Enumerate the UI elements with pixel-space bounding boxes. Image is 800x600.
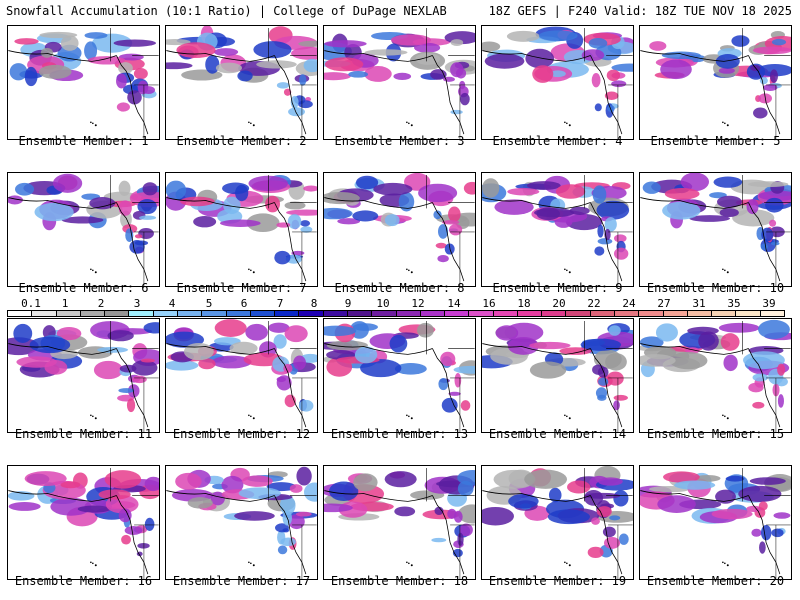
ensemble-member-label: Ensemble Member: 4 bbox=[492, 134, 623, 148]
colorbar-tick: 31 bbox=[692, 297, 706, 310]
colorbar-swatch bbox=[590, 311, 616, 316]
colorbar-tick: 0.1 bbox=[21, 297, 41, 310]
colorbar-tick: 39 bbox=[762, 297, 776, 310]
ensemble-member-label: Ensemble Member: 16 bbox=[14, 574, 153, 588]
ensemble-member-map bbox=[165, 465, 318, 580]
colorbar-tick: 20 bbox=[552, 297, 566, 310]
ensemble-member-map bbox=[7, 172, 160, 287]
colorbar-swatch bbox=[129, 311, 154, 316]
ensemble-member-label: Ensemble Member: 14 bbox=[488, 427, 627, 441]
colorbar-tick: 10 bbox=[376, 297, 390, 310]
ensemble-member-label: Ensemble Member: 2 bbox=[176, 134, 307, 148]
colorbar-swatch bbox=[566, 311, 591, 316]
ensemble-member-map bbox=[7, 465, 160, 580]
colorbar-swatch bbox=[517, 311, 543, 316]
colorbar-swatch bbox=[80, 311, 106, 316]
ensemble-member-label: Ensemble Member: 7 bbox=[176, 281, 307, 295]
valid-time-title: 18Z GEFS | F240 Valid: 18Z TUE NOV 18 20… bbox=[488, 4, 792, 18]
colorbar-swatch bbox=[663, 311, 688, 316]
ensemble-member-map bbox=[639, 465, 792, 580]
ensemble-member-label: Ensemble Member: 17 bbox=[172, 574, 311, 588]
colorbar-swatch bbox=[250, 311, 276, 316]
colorbar-tick: 1 bbox=[61, 297, 69, 310]
colorbar-swatch bbox=[493, 311, 518, 316]
ensemble-member-map bbox=[165, 172, 318, 287]
ensemble-member-label: Ensemble Member: 15 bbox=[646, 427, 785, 441]
colorbar-swatch bbox=[687, 311, 713, 316]
colorbar-swatch bbox=[299, 311, 324, 316]
ensemble-member-map bbox=[481, 25, 634, 140]
colorbar-tick: 5 bbox=[205, 297, 213, 310]
ensemble-member-map bbox=[639, 172, 792, 287]
colorbar-tick: 7 bbox=[276, 297, 284, 310]
colorbar-tick: 2 bbox=[97, 297, 105, 310]
ensemble-member-map bbox=[323, 25, 476, 140]
colorbar-tick: 27 bbox=[657, 297, 671, 310]
ensemble-member-label: Ensemble Member: 11 bbox=[14, 427, 153, 441]
ensemble-member-label: Ensemble Member: 1 bbox=[18, 134, 149, 148]
colorbar-swatch bbox=[420, 311, 446, 316]
colorbar-swatch bbox=[32, 311, 57, 316]
ensemble-member-map bbox=[481, 172, 634, 287]
ensemble-member-map bbox=[323, 318, 476, 433]
ensemble-member-map bbox=[481, 465, 634, 580]
colorbar-tick: 3 bbox=[133, 297, 141, 310]
colorbar-swatch bbox=[712, 311, 737, 316]
colorbar-swatch bbox=[372, 311, 397, 316]
ensemble-member-label: Ensemble Member: 6 bbox=[18, 281, 149, 295]
ensemble-member-map bbox=[323, 465, 476, 580]
colorbar-tick: 18 bbox=[517, 297, 531, 310]
colorbar-swatch bbox=[153, 311, 178, 316]
colorbar-swatch bbox=[202, 311, 227, 316]
colorbar-tick: 35 bbox=[727, 297, 741, 310]
ensemble-member-map bbox=[639, 318, 792, 433]
ensemble-member-label: Ensemble Member: 10 bbox=[646, 281, 785, 295]
colorbar-swatch bbox=[736, 311, 761, 316]
colorbar-swatch bbox=[760, 311, 784, 316]
colorbar-swatch bbox=[347, 311, 373, 316]
colorbar-tick: 16 bbox=[482, 297, 496, 310]
ensemble-member-label: Ensemble Member: 9 bbox=[492, 281, 623, 295]
ensemble-member-label: Ensemble Member: 19 bbox=[488, 574, 627, 588]
colorbar-tick: 9 bbox=[344, 297, 352, 310]
snowfall-colorbar bbox=[7, 310, 785, 317]
ensemble-member-label: Ensemble Member: 20 bbox=[646, 574, 785, 588]
colorbar-swatch bbox=[639, 311, 664, 316]
colorbar-swatch bbox=[177, 311, 203, 316]
colorbar-tick: 6 bbox=[240, 297, 248, 310]
colorbar-swatch bbox=[542, 311, 567, 316]
ensemble-member-label: Ensemble Member: 5 bbox=[650, 134, 781, 148]
ensemble-member-map bbox=[639, 25, 792, 140]
ensemble-member-map bbox=[165, 25, 318, 140]
colorbar-tick: 8 bbox=[310, 297, 318, 310]
colorbar-swatch bbox=[56, 311, 81, 316]
ensemble-member-label: Ensemble Member: 13 bbox=[330, 427, 469, 441]
ensemble-member-map bbox=[165, 318, 318, 433]
colorbar-swatch bbox=[445, 311, 470, 316]
colorbar-swatch bbox=[105, 311, 130, 316]
colorbar-tick: 24 bbox=[622, 297, 636, 310]
ensemble-member-map bbox=[323, 172, 476, 287]
product-title: Snowfall Accumulation (10:1 Ratio) | Col… bbox=[6, 4, 447, 18]
colorbar-tick: 22 bbox=[587, 297, 601, 310]
colorbar-swatch bbox=[615, 311, 640, 316]
colorbar-swatch bbox=[469, 311, 494, 316]
ensemble-member-label: Ensemble Member: 8 bbox=[334, 281, 465, 295]
colorbar-tick: 4 bbox=[168, 297, 176, 310]
ensemble-member-label: Ensemble Member: 18 bbox=[330, 574, 469, 588]
colorbar-tick: 14 bbox=[447, 297, 461, 310]
colorbar-swatch bbox=[226, 311, 251, 316]
colorbar-swatch bbox=[8, 311, 33, 316]
colorbar-swatch bbox=[396, 311, 421, 316]
colorbar-swatch bbox=[275, 311, 300, 316]
ensemble-member-map bbox=[481, 318, 634, 433]
colorbar-swatch bbox=[323, 311, 348, 316]
ensemble-member-map bbox=[7, 25, 160, 140]
colorbar-tick: 12 bbox=[411, 297, 425, 310]
ensemble-member-label: Ensemble Member: 12 bbox=[172, 427, 311, 441]
ensemble-member-label: Ensemble Member: 3 bbox=[334, 134, 465, 148]
ensemble-member-map bbox=[7, 318, 160, 433]
